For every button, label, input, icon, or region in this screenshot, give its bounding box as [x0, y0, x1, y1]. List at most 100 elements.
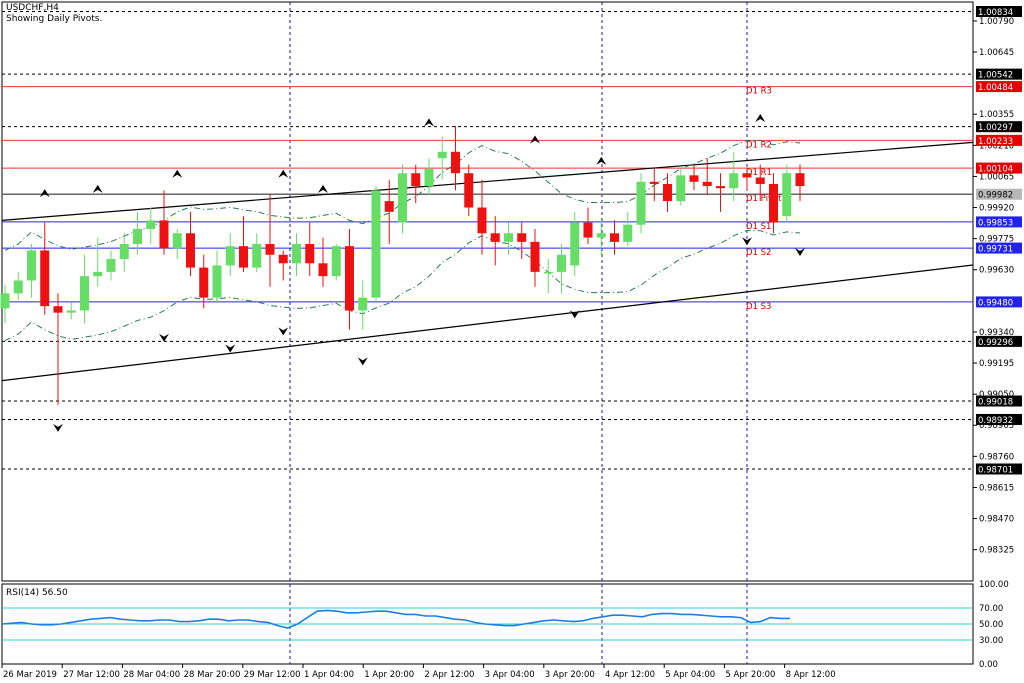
- candle-body: [27, 250, 36, 281]
- price-level-label: 0.99853: [978, 218, 1013, 228]
- candle-body: [782, 173, 792, 217]
- symbol-label: USDCHF,H4: [6, 3, 59, 13]
- candle-body: [570, 222, 580, 266]
- candle-body: [464, 173, 474, 208]
- candle-body: [649, 181, 659, 184]
- candle-body: [663, 183, 672, 202]
- price-tick-label: 0.98905: [979, 421, 1014, 431]
- price-level-label: 1.00297: [978, 123, 1013, 133]
- pivot-label: D1 R3: [746, 87, 772, 97]
- fractal-up-marker: [318, 184, 328, 193]
- time-tick-label: 1 Apr 20:00: [364, 670, 414, 680]
- fractal-down-marker: [225, 344, 236, 353]
- candle-body: [795, 173, 805, 187]
- price-tick-label: 0.98470: [979, 515, 1014, 525]
- fractal-down-marker: [742, 237, 752, 246]
- candle-body: [755, 177, 765, 184]
- candle-body: [517, 233, 527, 242]
- price-tick-label: 0.98615: [979, 483, 1014, 493]
- channel-lower-line: [1, 264, 974, 382]
- candle-body: [345, 246, 354, 311]
- price-level-box: [976, 134, 1022, 146]
- price-level-box: [976, 6, 1022, 17]
- pivot-label: D1 S2: [746, 248, 771, 258]
- rsi-label: RSI(14) 56.50: [6, 588, 68, 598]
- price-tick-label: 1.00210: [979, 141, 1014, 151]
- candle-body: [557, 254, 566, 272]
- price-tick-label: 0.99050: [979, 390, 1014, 400]
- time-tick-label: 3 Apr 20:00: [545, 670, 595, 680]
- fractal-down-marker: [795, 248, 805, 257]
- candle-body: [676, 175, 686, 202]
- rsi-tick-label: 70.00: [979, 604, 1003, 614]
- time-tick-label: 4 Apr 12:00: [605, 670, 655, 680]
- candle-body: [411, 173, 421, 187]
- price-level-label: 0.98701: [978, 466, 1013, 476]
- candle-body: [583, 222, 593, 238]
- candle-body: [729, 173, 739, 189]
- candle-body: [490, 233, 500, 242]
- price-level-box: [976, 162, 1022, 174]
- price-tick-label: 1.00645: [979, 48, 1014, 58]
- fractal-up-marker: [755, 114, 766, 123]
- candle-body: [80, 276, 89, 311]
- price-level-label: 1.00484: [978, 83, 1013, 93]
- candle-body: [292, 244, 301, 264]
- rsi-tick-label: 30.00: [979, 636, 1003, 646]
- fractal-up-marker: [172, 169, 183, 178]
- time-tick-label: 29 Mar 12:00: [244, 670, 301, 680]
- price-level-box: [976, 296, 1022, 308]
- pivot-label: D1 Pivot: [746, 194, 782, 204]
- candle-body: [742, 173, 752, 178]
- candle-body: [530, 241, 540, 272]
- time-tick-label: 1 Apr 04:00: [304, 670, 354, 680]
- fractal-down-marker: [53, 423, 63, 432]
- fractal-up-marker: [424, 118, 434, 127]
- price-tick-label: 0.99195: [979, 359, 1014, 369]
- price-level-box: [976, 188, 1022, 200]
- candle-body: [0, 293, 10, 309]
- price-level-box: [976, 413, 1022, 425]
- candle-body: [331, 246, 341, 277]
- price-level-label: 0.99018: [978, 398, 1013, 408]
- price-level-box: [976, 463, 1022, 475]
- pivot-label: D1 R1: [746, 168, 772, 178]
- candle-body: [133, 228, 142, 245]
- rsi-tick-label: 50.00: [979, 620, 1003, 630]
- price-level-box: [976, 81, 1022, 93]
- candle-body: [119, 244, 129, 260]
- candle-body: [66, 310, 76, 313]
- candle-body: [225, 246, 235, 266]
- price-level-box: [976, 242, 1022, 254]
- price-tick-label: 0.99340: [979, 328, 1014, 338]
- candle-body: [437, 151, 447, 159]
- fractal-up-marker: [530, 135, 540, 144]
- candle-body: [610, 233, 619, 242]
- price-tick-label: 0.98325: [979, 546, 1014, 556]
- time-tick-label: 3 Apr 04:00: [485, 670, 535, 680]
- time-tick-label: 5 Apr 20:00: [725, 670, 775, 680]
- price-level-box: [976, 216, 1022, 228]
- candle-body: [371, 190, 381, 298]
- time-tick-label: 8 Apr 12:00: [786, 670, 836, 680]
- candle-body: [384, 201, 394, 212]
- price-level-label: 1.00542: [978, 71, 1013, 81]
- candle-body: [40, 250, 50, 307]
- candle-body: [702, 181, 712, 187]
- rsi-tick-label: 100.00: [979, 580, 1009, 590]
- candle-body: [424, 168, 434, 187]
- price-level-label: 0.99731: [978, 245, 1013, 255]
- candle-body: [265, 244, 275, 255]
- price-level-label: 0.98932: [978, 416, 1013, 426]
- candle-body: [318, 263, 328, 277]
- price-level-box: [976, 395, 1022, 407]
- pivot-label: D1 R2: [746, 140, 772, 150]
- candle-body: [543, 271, 553, 274]
- price-level-label: 0.99982: [978, 191, 1013, 201]
- candle-body: [689, 175, 699, 182]
- candle-body: [186, 233, 195, 268]
- rsi-tick-label: 0.00: [979, 660, 998, 670]
- fractal-down-marker: [569, 310, 580, 319]
- fractal-up-marker: [596, 156, 607, 165]
